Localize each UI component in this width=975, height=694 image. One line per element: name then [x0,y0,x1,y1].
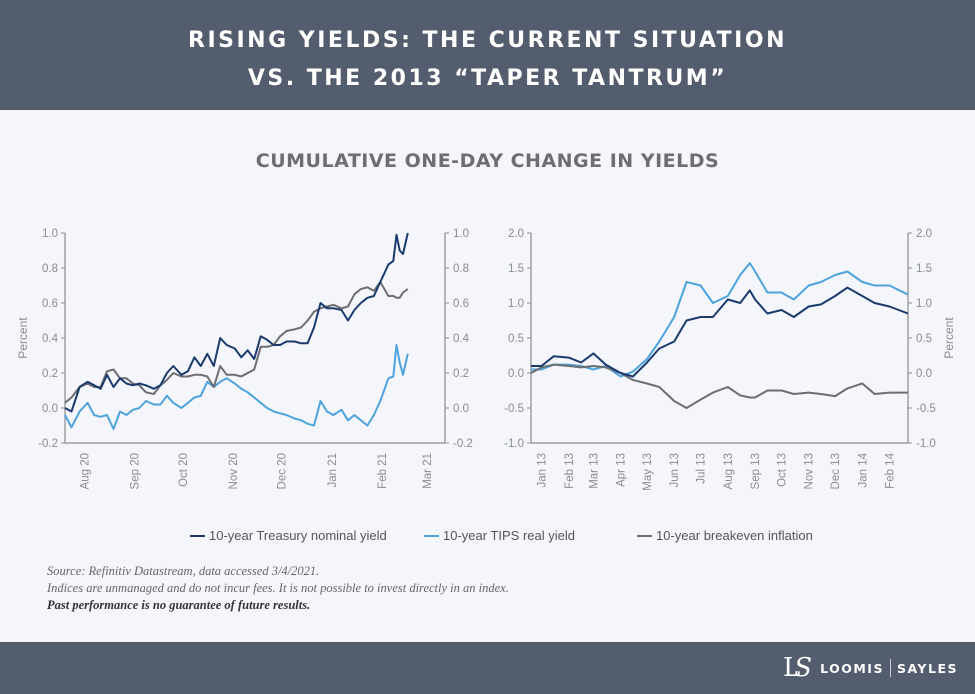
chart-2: 2.0 2.0 1.5 1.5 1.0 1.0 0.5 0.5 0.0 0.0 -0.5 -0.5 -1… [504,228,956,491]
legend-swatch-nominal [190,534,205,537]
legend-label: 10-year Treasury nominal yield [209,528,387,543]
legend-item-nominal: 10-year Treasury nominal yield [190,528,387,543]
x-tick-label: Mar 13 [588,453,600,489]
disclaimer-note: Indices are unmanaged and do not incur f… [47,581,509,595]
x-tick-label: Dec 13 [830,453,842,489]
y-tick-label-left: 1.5 [508,263,524,275]
y-tick-label-left: 1.0 [42,228,58,240]
y-tick-label-left: 0.6 [42,298,58,310]
footnotes: Source: Refinitiv Datastream, data acces… [47,563,509,614]
series-line-tips [64,344,409,430]
y-tick-label-right: 1.0 [453,228,469,240]
y-tick-label-right: 0.8 [453,263,469,275]
series-line-nominal [64,232,409,413]
x-tick-label: Jan 21 [327,453,339,488]
x-tick-label: Nov 20 [228,453,240,489]
y-tick-label-left: 0.5 [508,333,524,345]
logo-mark-icon: LS [783,653,812,683]
source-note: Source: Refinitiv Datastream, data acces… [47,564,320,578]
y-tick-label-left: 1.0 [508,298,524,310]
footer-bar: LS LOOMIS SAYLES [0,642,975,694]
logo-word: LOOMIS [820,660,884,676]
y-tick-label-right: 1.0 [916,298,932,310]
chart-subtitle: CUMULATIVE ONE-DAY CHANGE IN YIELDS [255,150,720,172]
y-tick-label-right: -1.0 [916,438,936,450]
page-title-line1: RISING YIELDS: THE CURRENT SITUATION [188,28,787,53]
legend-swatch-tips [424,534,439,537]
y-tick-label-right: 0.2 [453,368,469,380]
y-tick-label-left: 0.0 [508,368,524,380]
series-line-breakeven [64,281,409,404]
x-tick-label: Feb 21 [377,453,389,489]
legend-swatch-breakeven [637,534,652,537]
y-tick-label-right: 1.5 [916,263,932,275]
y-tick-label-left: 0.0 [42,403,58,415]
performance-note: Past performance is no guarantee of futu… [47,598,311,612]
series-line-nominal [531,286,909,378]
legend-label: 10-year breakeven inflation [656,528,813,543]
y-tick-label-left: 0.2 [42,368,58,380]
loomis-sayles-logo: LS LOOMIS SAYLES [783,650,958,686]
x-tick-label: Jan 13 [537,453,549,488]
y-tick-label-right: 0.0 [453,403,469,415]
x-tick-label: Sep 13 [750,453,762,489]
x-tick-label: Feb 14 [885,452,897,488]
logo-divider [889,659,891,677]
y-axis-label: Percent [942,317,956,359]
page-title-line2: VS. THE 2013 “TAPER TANTRUM” [247,66,728,91]
x-tick-label: Jan 14 [857,452,869,487]
y-axis-label: Percent [16,317,30,359]
x-tick-label: May 13 [642,453,654,491]
y-tick-label-right: 0.5 [916,333,932,345]
y-tick-label-left: -1.0 [504,438,524,450]
y-tick-label-right: 0.0 [916,368,932,380]
legend-item-tips: 10-year TIPS real yield [424,528,575,543]
x-tick-label: Aug 13 [723,453,735,489]
y-tick-label-right: 0.6 [453,298,469,310]
legend-label: 10-year TIPS real yield [443,528,575,543]
y-tick-label-right: -0.2 [453,438,473,450]
x-tick-label: Oct 20 [178,453,190,487]
y-tick-label-left: 2.0 [508,228,524,240]
x-tick-label: Aug 20 [79,453,91,489]
y-tick-label-left: -0.5 [504,403,524,415]
x-tick-label: Nov 13 [804,453,816,489]
x-tick-label: Feb 13 [564,453,576,489]
x-tick-label: Sep 20 [130,453,142,489]
x-tick-label: Mar 21 [422,453,434,489]
x-tick-label: Dec 20 [277,453,289,489]
header-banner: RISING YIELDS: THE CURRENT SITUATION VS.… [0,0,975,110]
y-tick-label-right: 2.0 [916,228,932,240]
series-line-breakeven [530,363,908,409]
y-tick-label-right: 0.4 [453,333,470,345]
y-tick-label-left: -0.2 [38,438,58,450]
y-tick-label-left: 0.4 [42,333,59,345]
logo-word: SAYLES [896,660,958,676]
series-line-tips [531,262,909,378]
y-tick-label-right: -0.5 [916,403,936,415]
y-tick-label-left: 0.8 [42,263,58,275]
x-tick-label: Apr 13 [616,453,628,487]
x-tick-label: Jun 13 [669,453,681,488]
x-tick-label: Oct 13 [776,453,788,487]
legend-item-breakeven: 10-year breakeven inflation [637,528,813,543]
chart-1: 1.0 1.0 0.8 0.8 0.6 0.6 0.4 0.4 0.2 0.2 0.0 0.0 -0.2… [16,228,473,489]
x-tick-label: Jul 13 [696,453,708,484]
